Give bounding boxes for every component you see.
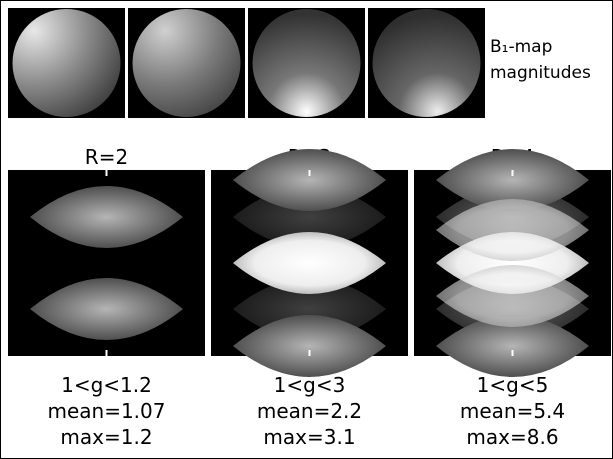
g-stat: max=8.6 — [466, 425, 558, 449]
dot — [309, 350, 311, 356]
g-stat: 1<g<5 — [477, 373, 549, 397]
g-stat: max=3.1 — [263, 425, 355, 449]
b1-maps — [8, 8, 485, 118]
panels: R=21<g<1.2mean=1.07max=1.2R=31<g<3mean=2… — [8, 145, 611, 449]
dot — [309, 170, 311, 176]
g-stat: max=1.2 — [60, 425, 152, 449]
g-stat: mean=5.4 — [460, 399, 565, 423]
g-stat: mean=1.07 — [47, 399, 165, 423]
g-stat: mean=2.2 — [257, 399, 362, 423]
header-label: magnitudes — [490, 63, 591, 83]
g-stat: 1<g<1.2 — [61, 373, 152, 397]
g-stat: 1<g<3 — [274, 373, 346, 397]
page: {"header": {"label_lines": ["B₁-map", "m… — [0, 0, 613, 459]
dot — [512, 170, 514, 176]
dot — [512, 350, 514, 356]
panel-label: R=2 — [85, 145, 128, 169]
figure: B₁-map magnitudes R=21<g<1.2mean=1.07max… — [0, 0, 613, 459]
header-label: B₁-map — [490, 37, 552, 57]
dot — [106, 350, 108, 356]
dot — [106, 170, 108, 176]
